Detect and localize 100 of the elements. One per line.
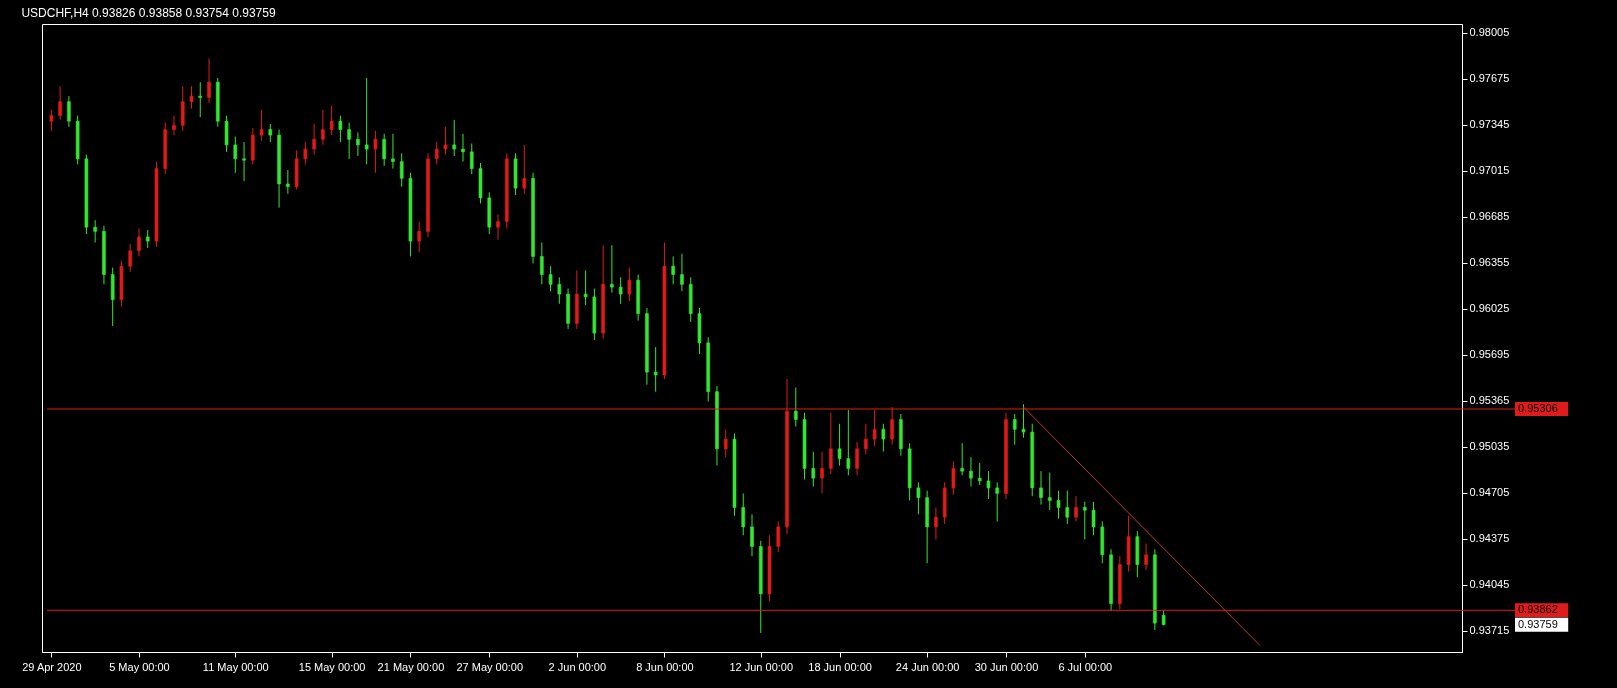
candlestick: [610, 244, 614, 294]
candlestick: [259, 109, 264, 142]
candlestick: [224, 115, 229, 153]
candlestick: [268, 123, 273, 143]
candlestick: [986, 470, 991, 500]
candlestick: [820, 451, 824, 494]
y-tick-label: 0.98005: [1469, 26, 1510, 39]
y-tick-label: 0.94705: [1469, 486, 1510, 499]
candlestick: [557, 276, 562, 305]
candlestick: [452, 119, 457, 157]
x-tick-label: 6 Jul 00:00: [1058, 660, 1113, 673]
candlestick: [627, 267, 632, 302]
candlestick: [67, 95, 71, 128]
y-tick-label: 0.95695: [1469, 348, 1510, 361]
candlestick: [347, 122, 351, 160]
x-tick-label: 11 May 00:00: [202, 660, 269, 673]
candlestick: [461, 133, 465, 163]
candlestick: [995, 481, 1000, 522]
candlestick: [960, 442, 964, 476]
candlestick: [548, 265, 553, 292]
candlestick: [855, 441, 859, 476]
candlestick: [916, 481, 921, 515]
y-tick-label: 0.96685: [1469, 210, 1510, 223]
candlestick: [934, 506, 938, 540]
candlestick: [1021, 403, 1026, 439]
candlestick: [618, 276, 623, 305]
candlestick: [172, 115, 176, 136]
candlestick: [750, 513, 754, 557]
candlestick: [846, 409, 851, 476]
candlestick: [399, 152, 404, 188]
chart-title: USDCHF,H4 0.93826 0.93858 0.93754 0.93759: [21, 6, 276, 20]
candlestick: [522, 144, 527, 195]
candlestick: [469, 142, 474, 175]
candlestick: [58, 85, 62, 121]
text: 0.93759: [1518, 617, 1558, 630]
candlestick: [829, 412, 833, 475]
candlestick: [417, 221, 421, 253]
candlestick: [128, 243, 132, 273]
ref-line-label: 0.95306: [1518, 401, 1558, 414]
y-tick-label: 0.97345: [1469, 118, 1510, 131]
candlestick: [137, 228, 141, 257]
candlestick: [969, 456, 973, 487]
x-tick-label: 12 Jun 00:00: [729, 660, 794, 673]
candlestick: [1056, 490, 1061, 520]
candlestick: [338, 115, 343, 143]
x-tick-label: 18 Jun 00:00: [808, 660, 872, 673]
candlestick: [443, 126, 448, 156]
candlestick: [93, 219, 97, 243]
candlestick: [837, 423, 842, 467]
candlestick: [653, 346, 658, 393]
candlestick: [329, 105, 334, 136]
candlestick: [180, 85, 185, 132]
candlestick: [1047, 472, 1052, 511]
candlestick: [1144, 543, 1148, 571]
candlestick: [496, 214, 500, 241]
candlestick: [198, 81, 203, 118]
y-tick-label: 0.93715: [1469, 624, 1510, 637]
candlestick: [793, 387, 798, 428]
candlestick: [382, 133, 386, 167]
y-tick-label: 0.94045: [1469, 578, 1510, 591]
y-tick-label: 0.96025: [1469, 302, 1510, 315]
candlestick: [286, 169, 290, 195]
candlestick: [321, 109, 325, 146]
candlestick: [1039, 470, 1043, 506]
ref-line-label: 0.93862: [1518, 603, 1558, 616]
candlestick: [189, 85, 194, 110]
candlestick: [1083, 501, 1087, 540]
candlestick: [434, 141, 439, 165]
candlestick: [864, 423, 868, 455]
candlestick: [1065, 490, 1070, 525]
x-tick-label: 27 May 00:00: [456, 660, 524, 673]
y-tick-label: 0.95365: [1469, 394, 1510, 407]
candlestick: [881, 423, 886, 453]
x-tick-label: 30 Jun 00:00: [974, 660, 1039, 673]
x-tick-label: 24 Jun 00:00: [895, 660, 960, 673]
x-tick-label: 15 May 00:00: [298, 660, 366, 673]
candlestick: [364, 77, 369, 165]
candlestick: [49, 109, 54, 132]
candlestick: [233, 136, 238, 174]
y-tick-label: 0.95035: [1469, 440, 1510, 453]
candlestick: [1091, 501, 1096, 536]
candlestick: [741, 492, 746, 536]
candlestick: [312, 123, 316, 156]
candlestick: [811, 451, 816, 487]
candlestick: [671, 255, 675, 285]
candlestick: [540, 241, 544, 285]
candlestick: [1012, 413, 1017, 446]
x-tick-label: 8 Jun 00:00: [636, 660, 694, 673]
y-tick-label: 0.97675: [1469, 72, 1510, 85]
y-tick-label: 0.94375: [1469, 532, 1510, 545]
candlestick: [303, 141, 308, 165]
candlestick: [1074, 495, 1078, 522]
x-tick-label: 5 May 00:00: [109, 660, 170, 673]
candlestick: [391, 133, 395, 170]
candlestick: [145, 229, 150, 249]
candlestick: [373, 130, 378, 174]
candlestick: [356, 131, 360, 157]
candlestick: [207, 57, 211, 104]
x-tick-label: 29 Apr 2020: [22, 660, 82, 673]
candlestick: [776, 520, 781, 553]
